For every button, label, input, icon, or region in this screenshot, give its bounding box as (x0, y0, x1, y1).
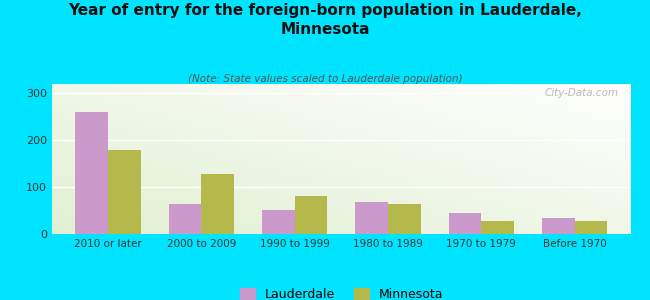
Text: Year of entry for the foreign-born population in Lauderdale,
Minnesota: Year of entry for the foreign-born popul… (68, 3, 582, 37)
Text: City-Data.com: City-Data.com (545, 88, 619, 98)
Bar (388, 203, 421, 234)
Bar (262, 210, 294, 234)
Bar (294, 196, 327, 234)
Bar (108, 150, 140, 234)
Bar (481, 221, 514, 234)
Bar (542, 218, 575, 234)
Bar (168, 203, 202, 234)
Bar (75, 112, 108, 234)
Bar (575, 221, 607, 234)
Bar (356, 202, 388, 234)
Text: (Note: State values scaled to Lauderdale population): (Note: State values scaled to Lauderdale… (188, 74, 462, 83)
Legend: Lauderdale, Minnesota: Lauderdale, Minnesota (235, 283, 448, 300)
Bar (448, 213, 481, 234)
Bar (202, 174, 234, 234)
